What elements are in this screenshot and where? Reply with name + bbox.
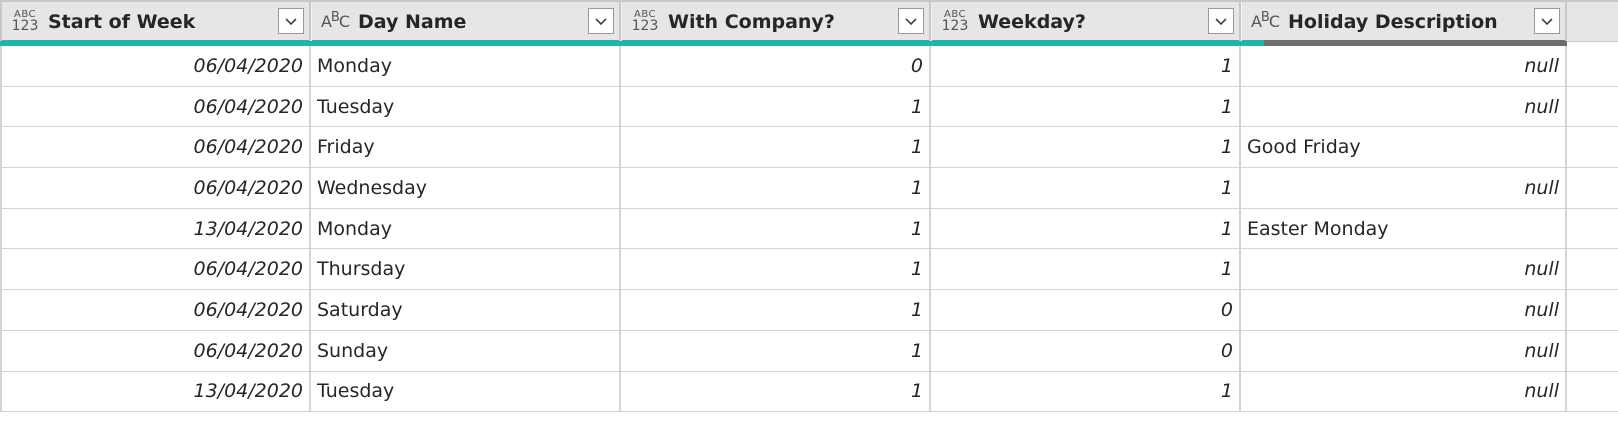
table-cell[interactable]: Tuesday: [311, 86, 621, 127]
table-cell[interactable]: 1: [621, 168, 931, 208]
table-cell[interactable]: 06/04/2020: [0, 86, 311, 127]
table-cell[interactable]: 1: [931, 249, 1241, 290]
table-cell[interactable]: Monday: [311, 46, 621, 86]
text-type-icon[interactable]: ABC: [320, 9, 350, 31]
chevron-down-icon: [1541, 17, 1553, 25]
column-quality-bar[interactable]: [931, 40, 1241, 46]
table-cell[interactable]: 1: [621, 330, 931, 371]
table-cell[interactable]: 1: [621, 249, 931, 290]
table-cell[interactable]: 06/04/2020: [0, 127, 311, 168]
table-cell[interactable]: Sunday: [311, 330, 621, 371]
table-cell[interactable]: 1: [931, 208, 1241, 249]
column-filter-dropdown-button[interactable]: [898, 8, 924, 34]
column-header-label: With Company?: [668, 10, 835, 33]
table-row[interactable]: 13/04/2020 Monday 1 1 Easter Monday: [0, 208, 1618, 250]
column-header-label: Start of Week: [48, 10, 196, 33]
table-cell[interactable]: null: [1241, 46, 1567, 86]
table-cell[interactable]: 0: [931, 290, 1241, 330]
column-filter-dropdown-button[interactable]: [1208, 8, 1234, 34]
table-cell[interactable]: 1: [931, 168, 1241, 208]
table-cell[interactable]: null: [1241, 330, 1567, 371]
data-grid: ABC 123 Start of Week ABC Day Name ABC 1…: [0, 0, 1618, 413]
any-type-icon[interactable]: ABC 123: [631, 9, 659, 34]
table-cell[interactable]: 06/04/2020: [0, 330, 311, 371]
column-quality-bar-row: [0, 40, 1618, 46]
table-cell[interactable]: null: [1241, 86, 1567, 127]
table-cell[interactable]: null: [1241, 290, 1567, 330]
column-quality-bar[interactable]: [621, 40, 931, 46]
table-cell[interactable]: Friday: [311, 127, 621, 168]
column-filter-dropdown-button[interactable]: [588, 8, 614, 34]
table-cell[interactable]: null: [1241, 168, 1567, 208]
table-row[interactable]: 06/04/2020 Thursday 1 1 null: [0, 249, 1618, 291]
table-cell[interactable]: 1: [621, 208, 931, 249]
table-cell[interactable]: Wednesday: [311, 168, 621, 208]
column-quality-bar[interactable]: [1241, 40, 1567, 46]
table-cell[interactable]: Saturday: [311, 290, 621, 330]
table-cell[interactable]: 06/04/2020: [0, 249, 311, 290]
table-row[interactable]: 06/04/2020 Friday 1 1 Good Friday: [0, 127, 1618, 169]
table-cell[interactable]: 1: [621, 86, 931, 127]
text-type-icon[interactable]: ABC: [1250, 9, 1280, 31]
chevron-down-icon: [595, 17, 607, 25]
table-cell[interactable]: Good Friday: [1241, 127, 1567, 168]
table-cell[interactable]: 1: [931, 86, 1241, 127]
column-quality-bar[interactable]: [311, 40, 621, 46]
column-header-weekday[interactable]: ABC 123 Weekday?: [931, 2, 1241, 41]
table-cell[interactable]: Thursday: [311, 249, 621, 290]
table-cell[interactable]: 1: [621, 371, 931, 412]
table-row[interactable]: 13/04/2020 Tuesday 1 1 null: [0, 371, 1618, 413]
chevron-down-icon: [1215, 17, 1227, 25]
column-header-day-name[interactable]: ABC Day Name: [311, 2, 621, 41]
column-header-holiday-description[interactable]: ABC Holiday Description: [1241, 2, 1567, 41]
column-filter-dropdown-button[interactable]: [278, 8, 304, 34]
any-type-icon[interactable]: ABC 123: [11, 9, 39, 34]
table-cell[interactable]: 06/04/2020: [0, 46, 311, 86]
table-cell[interactable]: 0: [931, 330, 1241, 371]
table-row[interactable]: 06/04/2020 Sunday 1 0 null: [0, 330, 1618, 372]
column-header-label: Weekday?: [978, 10, 1086, 33]
table-row[interactable]: 06/04/2020 Tuesday 1 1 null: [0, 86, 1618, 128]
column-header-start-of-week[interactable]: ABC 123 Start of Week: [0, 2, 311, 41]
table-cell[interactable]: 06/04/2020: [0, 168, 311, 208]
chevron-down-icon: [285, 17, 297, 25]
table-cell[interactable]: 0: [621, 46, 931, 86]
column-header-label: Holiday Description: [1288, 10, 1498, 33]
table-row[interactable]: 06/04/2020 Saturday 1 0 null: [0, 290, 1618, 331]
chevron-down-icon: [905, 17, 917, 25]
column-filter-dropdown-button[interactable]: [1534, 8, 1560, 34]
table-cell[interactable]: Tuesday: [311, 371, 621, 412]
column-header-with-company[interactable]: ABC 123 With Company?: [621, 2, 931, 41]
table-cell[interactable]: 13/04/2020: [0, 371, 311, 412]
table-body: 06/04/2020 Monday 0 1 null 06/04/2020 Tuesday 1…: [0, 46, 1618, 413]
table-cell[interactable]: 1: [931, 127, 1241, 168]
column-quality-bar[interactable]: [0, 40, 311, 46]
table-cell[interactable]: 06/04/2020: [0, 290, 311, 330]
table-row[interactable]: 06/04/2020 Monday 0 1 null: [0, 46, 1618, 87]
table-cell[interactable]: 13/04/2020: [0, 208, 311, 249]
table-row[interactable]: 06/04/2020 Wednesday 1 1 null: [0, 168, 1618, 209]
table-cell[interactable]: Easter Monday: [1241, 208, 1567, 249]
table-cell[interactable]: 1: [621, 127, 931, 168]
table-cell[interactable]: Monday: [311, 208, 621, 249]
column-header-row: ABC 123 Start of Week ABC Day Name ABC 1…: [0, 0, 1618, 42]
table-cell[interactable]: null: [1241, 249, 1567, 290]
any-type-icon[interactable]: ABC 123: [941, 9, 969, 34]
column-header-label: Day Name: [358, 10, 467, 33]
table-cell[interactable]: 1: [931, 46, 1241, 86]
table-cell[interactable]: 1: [621, 290, 931, 330]
table-cell[interactable]: null: [1241, 371, 1567, 412]
table-cell[interactable]: 1: [931, 371, 1241, 412]
